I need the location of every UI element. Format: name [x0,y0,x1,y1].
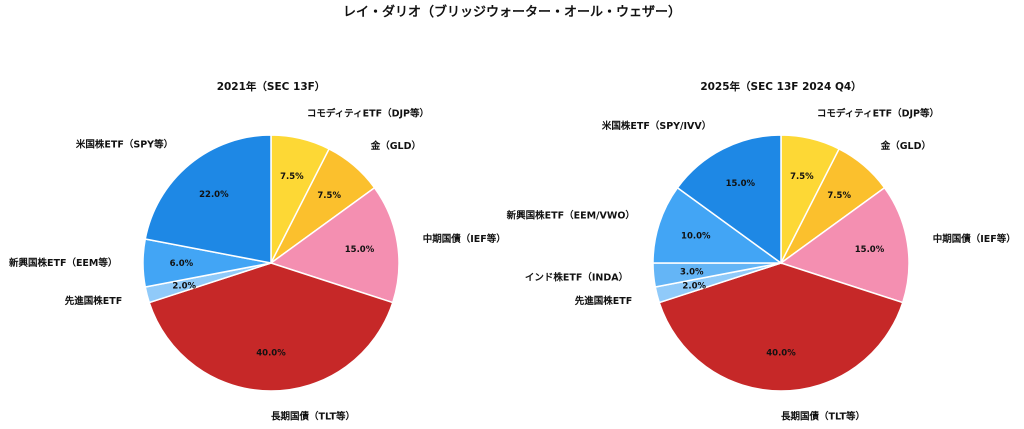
pie-2025-title: 2025年（SEC 13F 2024 Q4） [700,80,861,93]
pie-slice [779,186,910,304]
slice-label: インド株ETF（INDA） [525,271,628,283]
slice-percent-label: 10.0% [681,231,711,241]
pie-2021-title: 2021年（SEC 13F） [217,80,326,93]
slice-label: 米国株ETF（SPY/IVV） [601,120,711,132]
figure-title: レイ・ダリオ（ブリッジウォーター・オール・ウェザー） [343,4,681,20]
slice-percent-label: 7.5% [790,172,814,182]
pie-slice [652,186,784,264]
slice-percent-label: 15.0% [726,179,756,189]
slice-label: コモディティETF（DJP等） [307,108,429,120]
slice-percent-label: 7.5% [317,191,341,201]
slice-label: 先進国株ETF [575,295,632,307]
slice-label: 米国株ETF（SPY等） [75,139,173,151]
slice-percent-label: 2.0% [172,281,196,291]
slice-percent-label: 40.0% [766,349,796,359]
slice-percent-label: 6.0% [170,259,194,269]
pie-slice [269,186,400,304]
pie-slice [148,262,394,392]
slice-label: コモディティETF（DJP等） [817,108,939,120]
slice-label: 新興国株ETF（EEM/VWO） [507,210,635,222]
slice-label: 長期国債（TLT等） [781,411,865,423]
slice-label: 金（GLD） [370,140,421,152]
pie-slice [658,262,904,392]
slice-label: 先進国株ETF [65,295,122,307]
pie-2021: 2021年（SEC 13F） コモディティETF（DJP等） 7.5% 金（GLD）… [9,80,506,423]
pie-slice [676,134,782,265]
slice-percent-label: 22.0% [199,190,229,200]
slice-label: 中期国債（IEF等） [423,233,506,245]
slice-percent-label: 40.0% [256,349,286,359]
slice-label: 中期国債（IEF等） [933,233,1016,245]
slice-label: 新興国株ETF（EEM等） [9,257,117,269]
slice-label: 長期国債（TLT等） [271,411,355,423]
slice-percent-label: 2.0% [682,281,706,291]
slice-percent-label: 3.0% [680,267,704,277]
slice-label: 金（GLD） [880,140,931,152]
pie-2025: 2025年（SEC 13F 2024 Q4） コモディティETF（DJP等） 7.… [507,80,1016,423]
slice-percent-label: 15.0% [855,245,885,255]
pie-slice [144,134,272,264]
slice-percent-label: 7.5% [827,191,851,201]
slice-percent-label: 15.0% [345,245,375,255]
slice-percent-label: 7.5% [280,172,304,182]
